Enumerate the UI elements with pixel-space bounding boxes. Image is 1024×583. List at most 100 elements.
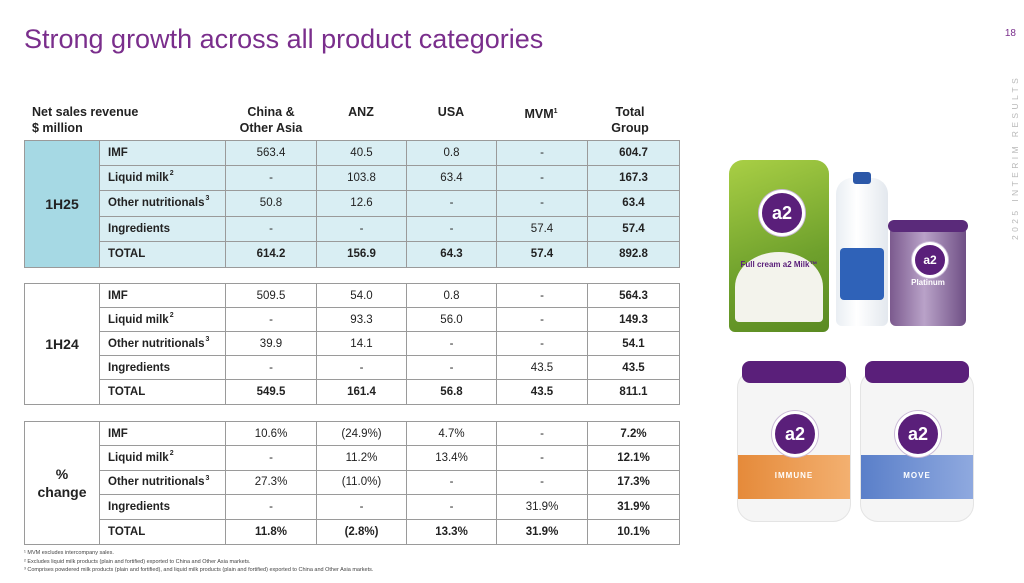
table-cell: 564.3 <box>619 289 648 302</box>
table-cell: 56.8 <box>407 380 497 404</box>
table-row: IMF 563.4 40.5 0.8- 604.7 <box>100 141 679 167</box>
table-row: TOTAL 549.5 161.4 56.8 43.5 811.1 <box>100 380 679 404</box>
table-cell: 892.8 <box>619 248 648 261</box>
block-label-line2: change <box>37 484 87 500</box>
table-cell: - <box>497 191 588 216</box>
table-cell: 93.3 <box>317 308 407 331</box>
table-cell: 54.0 <box>317 284 407 307</box>
table-cell: - <box>407 216 497 241</box>
move-tub-image: a2 MOVE <box>860 361 974 522</box>
table-cell: - <box>497 470 588 495</box>
column-header-line2: MVM1 <box>496 104 586 122</box>
block-rows: IMF 10.6% (24.9%) 4.7% -7.2% Liquid milk 2-11.… <box>100 422 679 544</box>
footnote-2: ² Excludes liquid milk products (plain a… <box>24 558 251 565</box>
page-title: Strong growth across all product categor… <box>24 24 544 54</box>
a2-logo: a2 <box>844 262 880 298</box>
table-cell: - <box>226 166 317 191</box>
table-cell: 156.9 <box>317 241 407 267</box>
table-cell: 10.6% <box>226 422 317 446</box>
table-cell: 50.8 <box>226 191 317 216</box>
table-cell: - <box>407 495 497 519</box>
table-row: IMF 509.5 54.0 0.8- 564.3 <box>100 284 679 308</box>
column-header-text: MVM <box>524 107 554 122</box>
column-header-line2: Group <box>611 121 649 135</box>
table-row: Ingredients - - -43.5 43.5 <box>100 356 679 380</box>
row-name-text: Other nutritionals <box>108 476 205 489</box>
row-name: IMF <box>100 141 226 166</box>
table-cell: 57.4 <box>497 216 588 241</box>
footnote-marker: 2 <box>169 170 174 178</box>
table-cell: (11.0%) <box>317 470 407 495</box>
row-name-text: Other nutritionals <box>108 197 205 210</box>
table-row: Other nutritionals 3 39.9 14.1- -54.1 <box>100 332 679 356</box>
row-name-text: Liquid milk <box>108 452 169 465</box>
row-name: Other nutritionals 3 <box>100 191 226 216</box>
table-cell: 11.2% <box>317 446 407 470</box>
table-cell: 4.7% <box>407 422 497 446</box>
row-name: Liquid milk 2 <box>100 166 226 191</box>
table-cell: 161.4 <box>317 380 407 404</box>
table-cell: 604.7 <box>619 147 648 160</box>
header-label-line2: $ million <box>32 121 83 135</box>
table-cell: - <box>226 495 317 519</box>
row-name: TOTAL <box>100 519 226 544</box>
table-cell: 57.4 <box>497 241 588 267</box>
block-label: 1H25 <box>25 141 100 267</box>
table-header-label: Net sales revenue $ million <box>32 104 192 136</box>
table-cell: 811.1 <box>619 386 648 398</box>
row-name-text: IMF <box>108 147 128 160</box>
table-cell: 43.5 <box>497 356 588 379</box>
table-cell: 31.9% <box>497 495 588 519</box>
column-header-line1: Total <box>615 105 645 119</box>
row-name: TOTAL <box>100 241 226 267</box>
table-cell: - <box>317 216 407 241</box>
table-cell: 13.3% <box>407 519 497 544</box>
table-row: Ingredients - - -31.9% 31.9% <box>100 495 679 520</box>
table-cell: 0.8 <box>407 141 497 166</box>
table-cell: 56.0 <box>407 308 497 331</box>
tin-label: Platinum <box>911 278 945 287</box>
table-row: IMF 10.6% (24.9%) 4.7% - 7.2% <box>100 422 679 447</box>
row-name-text: Liquid milk <box>108 172 169 185</box>
table-cell: - <box>497 422 588 446</box>
table-cell: 549.5 <box>226 380 317 404</box>
table-cell: - <box>407 356 497 379</box>
table-cell: - <box>226 308 317 331</box>
table-row: Liquid milk 2-93.3 56.0-149.3 <box>100 308 679 332</box>
table-cell: 7.2% <box>620 427 647 440</box>
row-name-text: TOTAL <box>108 248 146 261</box>
block-label-line1: 1H25 <box>45 196 79 212</box>
footnotes: ¹ MVM excludes intercompany sales. ² Exc… <box>24 549 373 575</box>
block-label-text: % change <box>37 465 86 501</box>
row-name-text: IMF <box>108 289 128 302</box>
table-row: TOTAL 11.8% (2.8%) 13.3% 31.9% 10.1% <box>100 519 679 544</box>
row-name-text: Ingredients <box>108 500 170 513</box>
table-cell: 31.9% <box>497 519 588 544</box>
footnote-marker: 3 <box>205 336 210 343</box>
block-1h25: 1H25 IMF 563.4 40.5 0.8-604.7 Liquid milk 2-10… <box>24 140 680 268</box>
table-cell: - <box>407 191 497 216</box>
column-header-line2: Other Asia <box>239 121 303 135</box>
table-cell: 43.5 <box>622 361 645 374</box>
row-name-text: IMF <box>108 427 128 440</box>
column-header-line2: ANZ <box>348 105 374 119</box>
block-label-line1: % <box>55 466 69 482</box>
table-cell: 167.3 <box>619 172 648 185</box>
column-header-anz: ANZ <box>316 104 406 120</box>
table-cell: 149.3 <box>619 313 648 326</box>
table-cell: 64.3 <box>407 241 497 267</box>
table-cell: 12.1% <box>617 452 650 465</box>
table-cell: - <box>226 356 317 379</box>
table-cell: 43.5 <box>497 380 588 404</box>
platinum-tin-image: a2 Platinum <box>888 220 968 326</box>
table-cell: 509.5 <box>226 284 317 307</box>
table-row: Liquid milk 2-103.8 63.4-167.3 <box>100 166 679 192</box>
tub-label: MOVE <box>903 471 931 480</box>
footnote-1: ¹ MVM excludes intercompany sales. <box>24 550 114 556</box>
block-label-line1: 1H24 <box>45 336 79 352</box>
table-cell: - <box>407 470 497 495</box>
row-name: Liquid milk 2 <box>100 446 226 470</box>
tub-label: IMMUNE <box>774 471 814 480</box>
header-label-line1: Net sales revenue <box>32 105 139 119</box>
column-header-mvm: MVM1 <box>496 104 586 122</box>
